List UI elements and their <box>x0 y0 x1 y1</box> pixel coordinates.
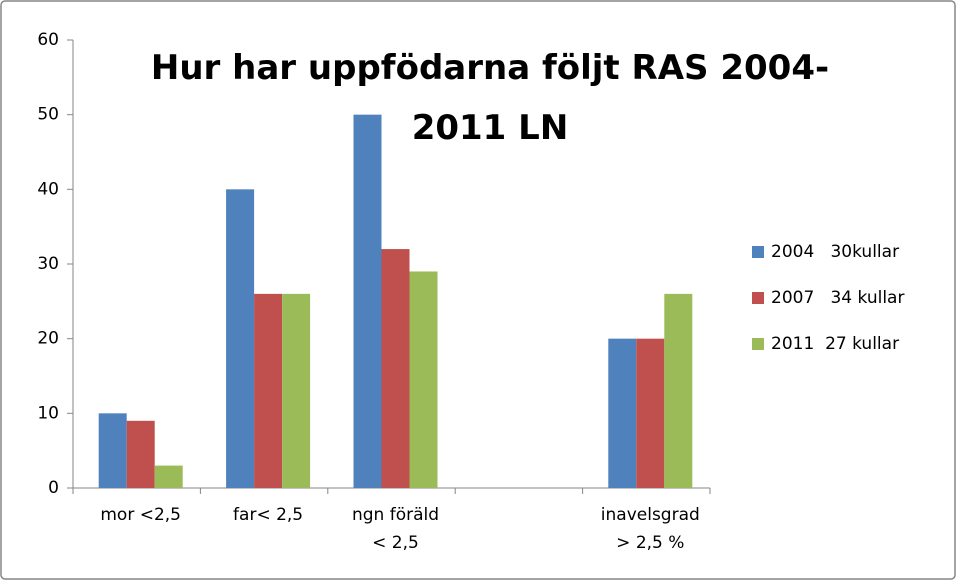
x-tick-label: ngn föräld < 2,5 <box>351 505 440 553</box>
bar <box>636 338 665 488</box>
bar <box>282 293 311 488</box>
x-tick-label: far< 2,5 <box>233 505 304 525</box>
legend-swatch <box>752 338 764 350</box>
y-tick-label: 20 <box>37 329 59 349</box>
bar <box>409 271 438 488</box>
y-tick-label: 30 <box>37 254 59 274</box>
x-tick-label: mor <2,5 <box>100 505 181 525</box>
y-tick-label: 10 <box>37 403 59 423</box>
legend-label: 2007 34 kullar <box>771 288 904 308</box>
legend-swatch <box>752 246 764 258</box>
y-tick-label: 60 <box>37 30 59 50</box>
bar <box>126 420 155 488</box>
bar <box>608 338 637 488</box>
bar <box>154 465 183 488</box>
y-tick-label: 50 <box>37 105 59 125</box>
legend-swatch <box>752 292 764 304</box>
y-tick-label: 0 <box>48 478 59 498</box>
bar <box>254 293 283 488</box>
legend-label: 2004 30kullar <box>771 242 899 262</box>
chart-title: Hur har uppfödarna följt RAS 2004- 2011 … <box>150 48 830 148</box>
x-tick-label: inavelsgrad > 2,5 % <box>600 505 700 553</box>
bar <box>226 189 255 489</box>
bar <box>353 114 382 489</box>
bar <box>98 413 127 488</box>
legend-label: 2011 27 kullar <box>771 334 899 354</box>
bar <box>381 249 410 488</box>
y-tick-label: 40 <box>37 179 59 199</box>
bar <box>664 293 693 488</box>
